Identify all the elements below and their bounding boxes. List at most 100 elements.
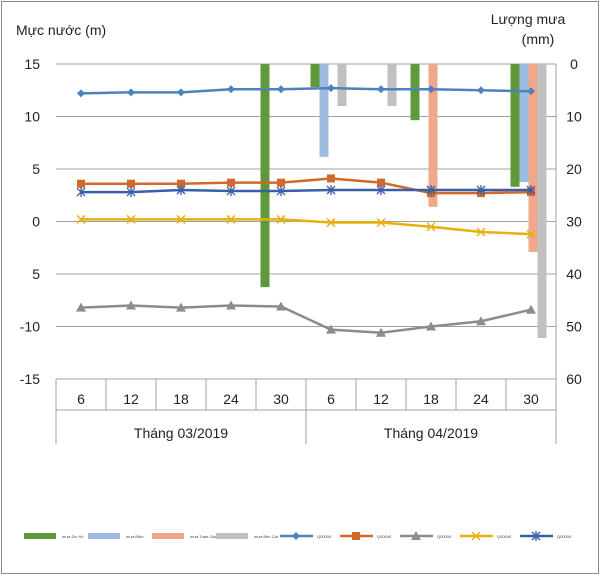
gridlines xyxy=(56,63,556,380)
data-point xyxy=(77,179,85,188)
series-line xyxy=(81,188,531,194)
x-tick-label: 6 xyxy=(327,391,335,407)
rain-bar xyxy=(519,64,529,183)
data-point xyxy=(376,218,386,228)
legend-label: mưa Sìn Hồ xyxy=(62,534,84,539)
rain-bar xyxy=(410,64,420,121)
rain-bar xyxy=(260,64,270,288)
y2-tick-label: 30 xyxy=(566,214,582,230)
data-point xyxy=(127,88,135,97)
data-point xyxy=(377,85,385,94)
data-point xyxy=(227,178,235,187)
rain-bars xyxy=(260,64,547,339)
x-tick-label: 6 xyxy=(77,391,85,407)
data-point xyxy=(76,187,86,198)
data-point xyxy=(476,316,486,326)
legend-swatch xyxy=(216,533,248,539)
rain-bar xyxy=(537,64,547,339)
y-tick-label: -10 xyxy=(20,319,40,335)
data-point xyxy=(176,214,186,224)
data-point xyxy=(326,218,336,228)
data-point xyxy=(277,85,285,94)
rain-bar xyxy=(528,64,538,252)
y-tick-label: 5 xyxy=(32,161,40,177)
data-point xyxy=(292,532,300,540)
data-point xyxy=(176,185,186,195)
x-tick-label: 24 xyxy=(473,391,489,407)
data-point xyxy=(326,185,336,195)
legend-label: Q00000 xyxy=(317,534,332,539)
data-point xyxy=(126,214,136,224)
data-point xyxy=(276,186,286,197)
x-tick-label: 24 xyxy=(223,391,239,407)
x-tick-label: 30 xyxy=(273,391,289,407)
legend-label: Q00000 xyxy=(557,534,572,539)
data-point xyxy=(77,89,85,98)
data-point xyxy=(226,186,236,197)
y2-tick-label: 40 xyxy=(566,266,582,282)
data-point xyxy=(177,179,185,188)
data-point xyxy=(176,302,186,312)
rain-bar xyxy=(310,64,320,88)
y-tick-label: 5 xyxy=(32,266,40,282)
y2-tick-label: 20 xyxy=(566,161,582,177)
series-line xyxy=(80,86,532,95)
x-tick-label: 12 xyxy=(373,391,389,407)
data-point xyxy=(477,86,485,95)
x-tick-label: 18 xyxy=(423,391,439,407)
legend-label: mưa Điện xyxy=(126,534,144,539)
data-point xyxy=(327,84,335,93)
data-point xyxy=(126,300,136,310)
y2-axis-title-line1: Lượng mưa xyxy=(491,11,566,27)
rain-bar xyxy=(428,64,438,207)
data-point xyxy=(527,87,535,96)
data-point xyxy=(426,185,436,195)
data-point xyxy=(531,531,541,541)
x-group-label: Tháng 03/2019 xyxy=(134,425,228,441)
y-tick-label: -15 xyxy=(20,371,40,387)
legend-label: Q00000 xyxy=(497,534,512,539)
water-level-lines xyxy=(76,84,536,337)
data-point xyxy=(276,214,286,224)
data-point xyxy=(352,532,360,540)
data-point xyxy=(426,222,436,232)
data-point xyxy=(226,300,236,310)
series-line xyxy=(81,177,532,195)
data-point xyxy=(327,174,335,183)
y2-tick-label: 10 xyxy=(566,109,582,125)
rain-bar xyxy=(337,64,347,106)
y2-axis-title-line2: (mm) xyxy=(522,31,555,47)
y2-tick-label: 50 xyxy=(566,319,582,335)
legend-label: mưa Bến Cát xyxy=(254,534,279,539)
data-point xyxy=(376,185,386,195)
data-point xyxy=(126,187,136,198)
data-point xyxy=(526,185,536,195)
data-point xyxy=(76,302,86,312)
legend: mưa Sìn Hồ mưa Điện mưa Tuần Giáo mưa Bến C… xyxy=(24,531,572,541)
data-point xyxy=(476,185,486,195)
y2-tick-label: 60 xyxy=(566,371,582,387)
data-point xyxy=(127,179,135,188)
data-point xyxy=(476,227,486,237)
series-line xyxy=(81,218,532,236)
legend-label: Q00000 xyxy=(437,534,452,539)
rain-bar xyxy=(510,64,520,187)
x-tick-label: 18 xyxy=(173,391,189,407)
data-point xyxy=(227,85,235,94)
y-tick-label: 0 xyxy=(32,214,40,230)
y-axis-title: Mực nước (m) xyxy=(16,22,106,38)
legend-label: Q00000 xyxy=(377,534,392,539)
legend-swatch xyxy=(88,533,120,539)
data-point xyxy=(226,214,236,224)
rain-bar xyxy=(319,64,329,157)
rain-bar xyxy=(387,64,397,106)
legend-swatch xyxy=(152,533,184,539)
data-point xyxy=(471,531,481,541)
x-group-label: Tháng 04/2019 xyxy=(384,425,478,441)
y2-tick-label: 0 xyxy=(570,56,578,72)
y-tick-label: 10 xyxy=(24,109,40,125)
data-point xyxy=(411,531,421,540)
data-point xyxy=(526,304,536,314)
